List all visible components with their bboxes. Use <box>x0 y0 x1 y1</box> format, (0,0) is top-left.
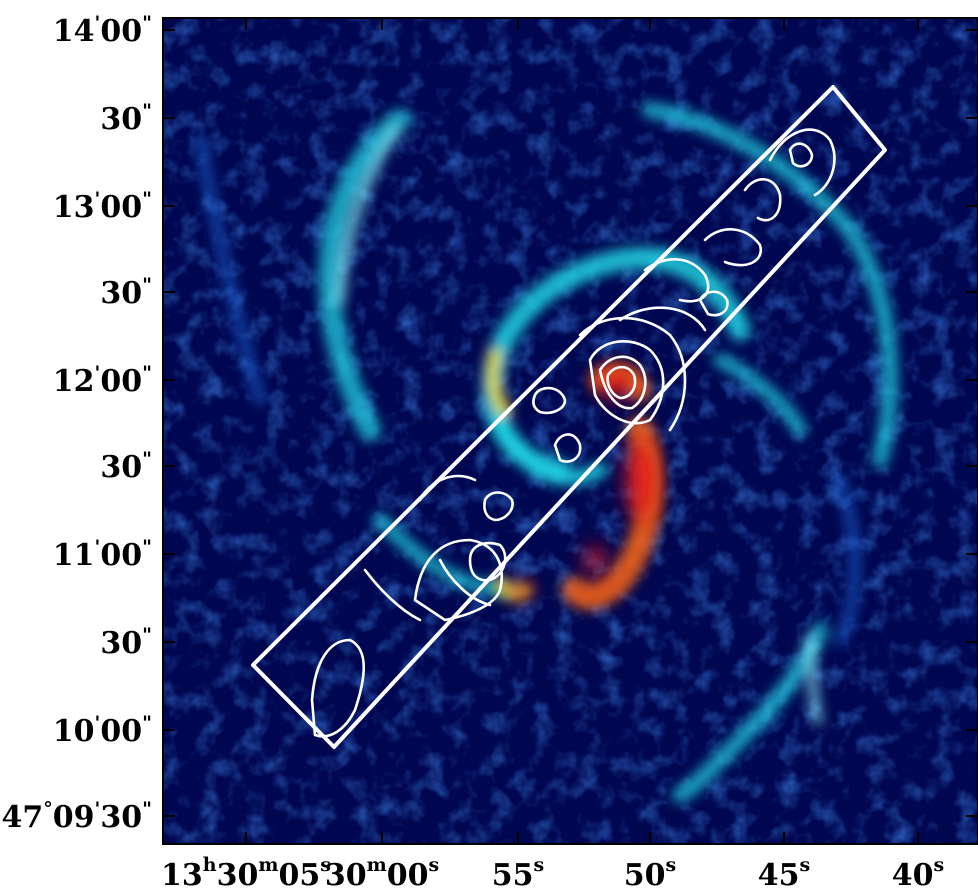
contour <box>703 228 763 267</box>
y-tick-marks <box>163 29 978 817</box>
contour <box>483 491 514 522</box>
x-tick-label: 13h30m05s <box>161 854 331 893</box>
y-tick-label: 13'00" <box>53 188 152 225</box>
outer-spiral-arms <box>194 102 898 803</box>
y-tick-label: 30" <box>100 274 152 311</box>
x-tick-label: 40s <box>892 854 944 893</box>
contour <box>310 638 366 738</box>
contour <box>788 142 814 168</box>
contour <box>468 541 507 582</box>
declination-axis-labels: 14'00" 30" 13'00" 30" 12'00" 30" 11'00" 30" 10'0… <box>2 12 152 835</box>
diffuse-emission <box>163 18 978 844</box>
contour <box>532 386 567 415</box>
x-tick-label: 55s <box>492 854 544 893</box>
y-tick-label: 12'00" <box>53 362 152 399</box>
contour <box>598 355 647 410</box>
plot-frame <box>162 17 978 845</box>
contour <box>643 258 710 303</box>
slit-footprint-outline <box>251 85 887 749</box>
contour <box>743 178 782 222</box>
contour <box>438 558 492 607</box>
contour <box>698 290 729 317</box>
y-tick-label: 30" <box>100 624 152 661</box>
contour <box>618 306 707 332</box>
galaxy-image <box>163 18 978 844</box>
x-tick-marks <box>245 18 919 844</box>
y-tick-label: 47°09'30" <box>2 798 152 835</box>
contour <box>363 568 422 622</box>
y-tick-label: 30" <box>100 448 152 485</box>
contour-lines <box>310 128 836 738</box>
contour <box>588 340 665 425</box>
contour <box>606 365 637 400</box>
contour <box>413 538 503 622</box>
x-tick-label: 30m00s <box>325 854 439 893</box>
y-tick-label: 11'00" <box>53 536 152 573</box>
x-tick-label: 45s <box>758 854 810 893</box>
y-tick-label: 10'00" <box>53 712 152 749</box>
contour <box>578 316 687 432</box>
contour <box>418 474 477 502</box>
y-tick-label: 14'00" <box>53 12 152 49</box>
contour <box>768 128 836 197</box>
x-tick-label: 50s <box>624 854 676 893</box>
contour <box>553 433 582 463</box>
y-tick-label: 30" <box>100 100 152 137</box>
